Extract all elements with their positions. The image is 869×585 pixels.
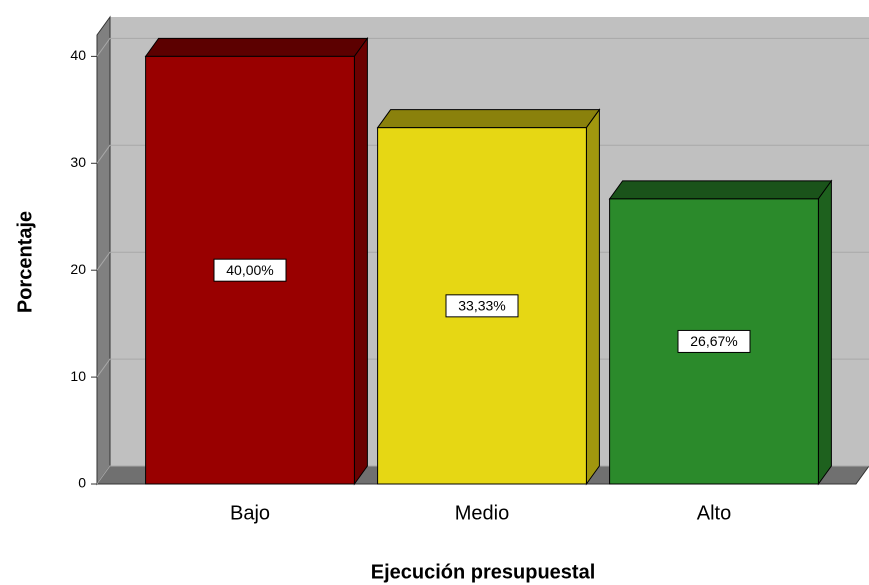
y-tick-label: 30 — [70, 154, 86, 170]
value-label: 33,33% — [458, 298, 505, 314]
y-tick-label: 10 — [70, 368, 86, 384]
x-tick-label: Medio — [455, 502, 509, 524]
bar-top — [376, 109, 601, 129]
x-tick-label: Bajo — [230, 502, 270, 524]
x-tick-label: Alto — [697, 502, 731, 524]
bar-side — [353, 36, 368, 486]
y-tick-label: 0 — [78, 475, 86, 491]
bar — [145, 55, 355, 485]
x-axis-title: Ejecución presupuestal — [371, 561, 596, 583]
value-label: 26,67% — [690, 333, 737, 349]
y-axis-title: Porcentaje — [14, 211, 36, 313]
bar-side — [585, 108, 600, 486]
value-label-box — [677, 329, 751, 353]
value-label-box — [445, 294, 519, 318]
y-tick-label: 40 — [70, 47, 86, 63]
y-tick-label: 20 — [70, 261, 86, 277]
grid-line — [96, 37, 869, 57]
bar-side — [817, 179, 832, 486]
value-label-box — [213, 258, 287, 282]
left-wall — [96, 15, 111, 486]
bar-top — [608, 180, 833, 200]
grid-line — [96, 144, 869, 164]
value-label: 40,00% — [226, 262, 273, 278]
bar-top — [144, 37, 369, 57]
